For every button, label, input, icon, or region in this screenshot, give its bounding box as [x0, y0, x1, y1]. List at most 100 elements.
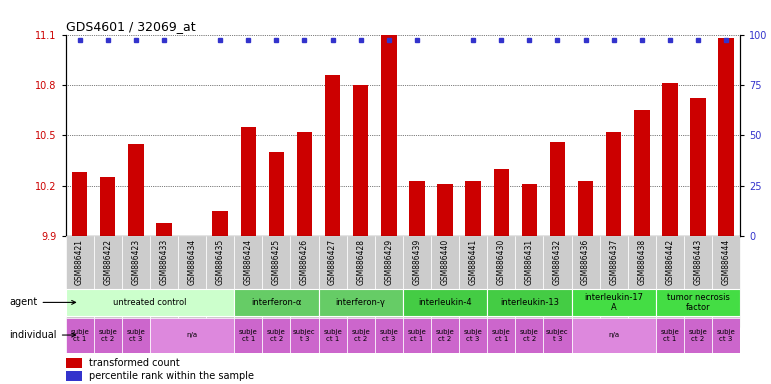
- Bar: [212, 211, 228, 236]
- Bar: [656, 289, 740, 316]
- Bar: [662, 83, 678, 236]
- Bar: [515, 318, 544, 353]
- Bar: [234, 236, 262, 327]
- Text: agent: agent: [9, 297, 76, 308]
- Text: interleukin-13: interleukin-13: [500, 298, 559, 307]
- Text: GSM886423: GSM886423: [131, 239, 140, 285]
- Text: subje
ct 2: subje ct 2: [352, 329, 370, 341]
- Text: GSM886440: GSM886440: [440, 239, 449, 285]
- Text: GSM886431: GSM886431: [525, 239, 534, 285]
- Text: percentile rank within the sample: percentile rank within the sample: [89, 371, 254, 381]
- Bar: [487, 236, 515, 288]
- Bar: [262, 236, 291, 288]
- Text: interleukin-17
A: interleukin-17 A: [584, 293, 643, 312]
- Text: subje
ct 1: subje ct 1: [239, 329, 258, 341]
- Bar: [122, 318, 150, 353]
- Bar: [712, 318, 740, 353]
- Bar: [268, 152, 284, 236]
- Bar: [93, 236, 122, 327]
- Text: subje
ct 2: subje ct 2: [520, 329, 539, 341]
- Text: subje
ct 2: subje ct 2: [436, 329, 454, 341]
- Text: transformed count: transformed count: [89, 358, 180, 368]
- Bar: [122, 236, 150, 327]
- Bar: [437, 184, 453, 236]
- Bar: [690, 98, 705, 236]
- Bar: [431, 318, 459, 353]
- Bar: [150, 318, 234, 353]
- Bar: [493, 169, 509, 236]
- Text: GSM886434: GSM886434: [187, 239, 197, 285]
- Bar: [719, 38, 734, 236]
- Bar: [656, 318, 684, 353]
- Bar: [515, 236, 544, 288]
- Bar: [712, 236, 740, 288]
- Bar: [291, 318, 318, 353]
- Text: subje
ct 2: subje ct 2: [689, 329, 707, 341]
- Bar: [381, 35, 396, 236]
- Text: subje
ct 3: subje ct 3: [463, 329, 483, 341]
- Bar: [150, 236, 178, 288]
- Bar: [487, 236, 515, 327]
- Bar: [544, 236, 571, 327]
- Bar: [262, 236, 291, 327]
- Bar: [515, 236, 544, 327]
- Text: GSM886425: GSM886425: [272, 239, 281, 285]
- Bar: [571, 236, 600, 327]
- Text: subje
ct 1: subje ct 1: [492, 329, 510, 341]
- Bar: [544, 236, 571, 288]
- Bar: [291, 236, 318, 288]
- Bar: [577, 181, 594, 236]
- Text: tumor necrosis
factor: tumor necrosis factor: [667, 293, 729, 312]
- Text: GSM886436: GSM886436: [581, 239, 590, 285]
- Text: subje
ct 1: subje ct 1: [408, 329, 426, 341]
- Bar: [262, 318, 291, 353]
- Text: GSM886437: GSM886437: [609, 239, 618, 285]
- Bar: [402, 318, 431, 353]
- Bar: [684, 236, 712, 327]
- Text: subje
ct 1: subje ct 1: [661, 329, 679, 341]
- Text: untreated control: untreated control: [113, 298, 187, 307]
- Text: GSM886435: GSM886435: [216, 239, 224, 285]
- Text: n/a: n/a: [187, 332, 197, 338]
- Bar: [100, 177, 116, 236]
- Bar: [297, 132, 312, 236]
- Text: GSM886424: GSM886424: [244, 239, 253, 285]
- Bar: [409, 181, 425, 236]
- Bar: [241, 127, 256, 236]
- Bar: [459, 236, 487, 327]
- Bar: [178, 236, 206, 327]
- Bar: [347, 236, 375, 288]
- Bar: [684, 318, 712, 353]
- Bar: [466, 181, 481, 236]
- Bar: [656, 236, 684, 327]
- Bar: [206, 236, 234, 288]
- Bar: [628, 236, 656, 288]
- Bar: [347, 236, 375, 327]
- Text: GSM886433: GSM886433: [160, 239, 168, 285]
- Text: subje
ct 1: subje ct 1: [70, 329, 89, 341]
- Bar: [431, 236, 459, 327]
- Bar: [128, 144, 143, 236]
- Bar: [66, 371, 82, 381]
- Bar: [600, 236, 628, 288]
- Bar: [66, 318, 93, 353]
- Bar: [431, 236, 459, 288]
- Text: subje
ct 3: subje ct 3: [379, 329, 398, 341]
- Bar: [325, 75, 340, 236]
- Bar: [93, 318, 122, 353]
- Bar: [66, 236, 93, 327]
- Text: GSM886438: GSM886438: [638, 239, 646, 285]
- Text: GSM886430: GSM886430: [497, 239, 506, 285]
- Text: subje
ct 2: subje ct 2: [99, 329, 117, 341]
- Bar: [66, 236, 93, 288]
- Bar: [600, 236, 628, 327]
- Bar: [318, 318, 347, 353]
- Text: interferon-α: interferon-α: [251, 298, 301, 307]
- Bar: [712, 236, 740, 327]
- Bar: [72, 172, 87, 236]
- Bar: [522, 184, 537, 236]
- Bar: [684, 236, 712, 288]
- Text: GSM886426: GSM886426: [300, 239, 309, 285]
- Text: n/a: n/a: [608, 332, 619, 338]
- Bar: [318, 236, 347, 327]
